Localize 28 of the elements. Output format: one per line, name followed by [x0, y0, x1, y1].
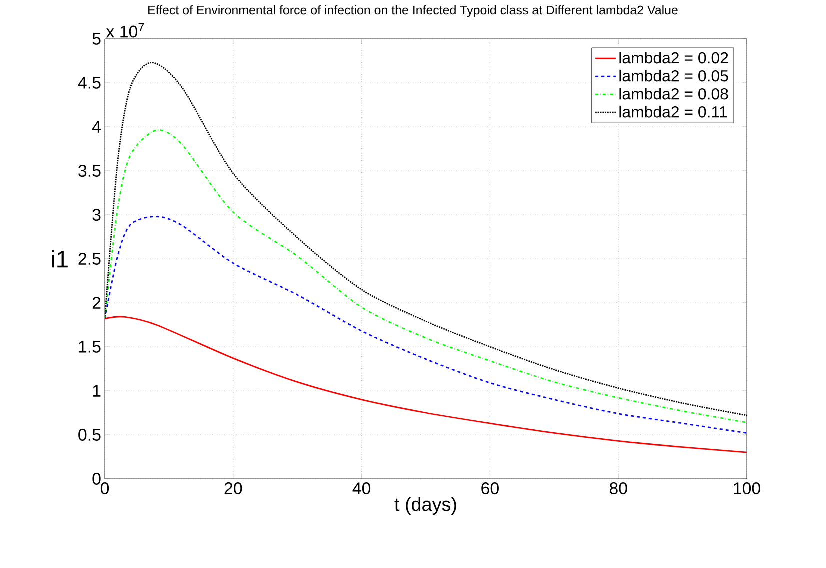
y-tick-label: 3.5 [78, 165, 101, 178]
line-series [105, 316, 748, 454]
x-axis-title: t (days) [394, 497, 456, 515]
legend-label: lambda2 = 0.08 [620, 88, 728, 100]
y-tick-label: 2.5 [78, 253, 101, 266]
y-tick-label: 2 [92, 297, 101, 309]
line-series [105, 130, 748, 424]
y-tick-label: 3 [92, 209, 101, 222]
legend-label: lambda2 = 0.11 [620, 106, 728, 118]
y-tick-label: 4 [92, 121, 101, 133]
legend-label: lambda2 = 0.02 [620, 52, 728, 64]
y-tick-label: 0.5 [78, 429, 101, 441]
x-tick-label: 20 [224, 482, 242, 495]
x-tick-label: 0 [100, 482, 110, 495]
text: x 10$^{7}$ [106, 23, 144, 38]
x-tick-label: 100 [734, 482, 760, 495]
legend-label: lambda2 = 0.05 [620, 70, 728, 82]
x-tick-label: 60 [482, 482, 499, 495]
y-tick-label: 1 [93, 385, 101, 397]
y-tick-label: 0 [92, 473, 101, 485]
y-tick-label: 4.5 [78, 77, 101, 89]
x-tick-label: 80 [610, 482, 628, 495]
line-series [105, 216, 748, 434]
chart-title: Effect of Environmental force of infection on the Infected Typoid class at Different lambda2 Value [148, 6, 678, 18]
y-axis-title: i1 [52, 250, 68, 268]
x-tick-label: 40 [352, 482, 371, 495]
y-tick-label: 1.5 [79, 341, 101, 353]
y-tick-label: 5 [92, 33, 101, 45]
